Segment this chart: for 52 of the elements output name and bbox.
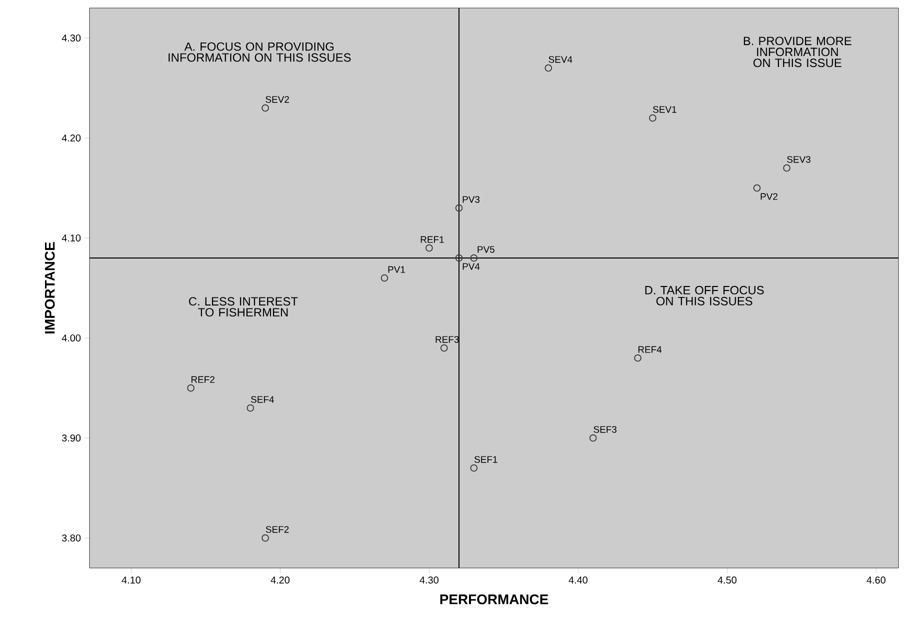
- y-tick-label: 4.10: [62, 234, 81, 242]
- annotation: REF1: [420, 236, 444, 243]
- point: [187, 384, 194, 392]
- point: [262, 534, 269, 542]
- point: [544, 64, 552, 72]
- annotation: PV2: [760, 193, 778, 200]
- y-tick-label: 4.00: [62, 334, 81, 342]
- annotation: PV5: [478, 246, 494, 253]
- annotation: C. LESS INTEREST TO FISHERMEN: [189, 297, 298, 317]
- annotation: PV4: [462, 263, 480, 270]
- annotation: PV1: [388, 266, 405, 273]
- point: [262, 104, 269, 112]
- point: [589, 434, 597, 442]
- annotation: B. PROVIDE MORE INFORMATION ON THIS ISSUE: [744, 36, 852, 68]
- annotation: SEV4: [548, 56, 572, 63]
- y-tick-label: 4.30: [62, 34, 81, 42]
- annotation: SEF3: [594, 426, 616, 433]
- point: [246, 404, 254, 412]
- annotation: SEF2: [266, 526, 289, 533]
- x-tick-label: 4.20: [270, 576, 290, 584]
- annotation: A. FOCUS ON PROVIDING INFORMATION ON THIS ISSUES: [168, 42, 351, 62]
- annotation: SEF1: [474, 456, 498, 463]
- point: [470, 464, 478, 472]
- annotation: D. TAKE OFF FOCUS ON THIS ISSUES: [645, 286, 764, 306]
- annotation: PV3: [462, 196, 480, 203]
- annotation: REF2: [191, 376, 214, 383]
- x-tick-label: 4.40: [568, 576, 588, 584]
- point: [380, 274, 388, 282]
- annotation: REF3: [436, 336, 459, 343]
- y-tick-label: 4.20: [62, 134, 81, 142]
- x-tick-label: 4.50: [718, 576, 736, 584]
- point: [753, 184, 761, 192]
- annotation: SEV2: [266, 96, 289, 103]
- point: [455, 254, 463, 262]
- annotation: SEV3: [787, 156, 810, 163]
- x-tick-label: 4.30: [420, 576, 439, 584]
- point: [455, 204, 463, 212]
- y-tick-label: 3.90: [62, 434, 81, 442]
- point: [634, 354, 642, 362]
- point: [440, 344, 448, 352]
- x-tick-label: 4.60: [866, 576, 886, 584]
- y-axis-title: IMPORTANCE: [44, 242, 55, 334]
- y-tick-label: 3.80: [62, 534, 81, 542]
- annotation: REF4: [638, 346, 662, 353]
- annotation: SEV1: [653, 106, 676, 113]
- point: [783, 164, 790, 172]
- x-tick-label: 4.10: [122, 576, 141, 584]
- point: [649, 114, 656, 122]
- annotation: SEF4: [251, 396, 274, 403]
- x-axis-title: PERFORMANCE: [440, 594, 548, 604]
- point: [470, 254, 478, 262]
- point: [426, 244, 433, 252]
